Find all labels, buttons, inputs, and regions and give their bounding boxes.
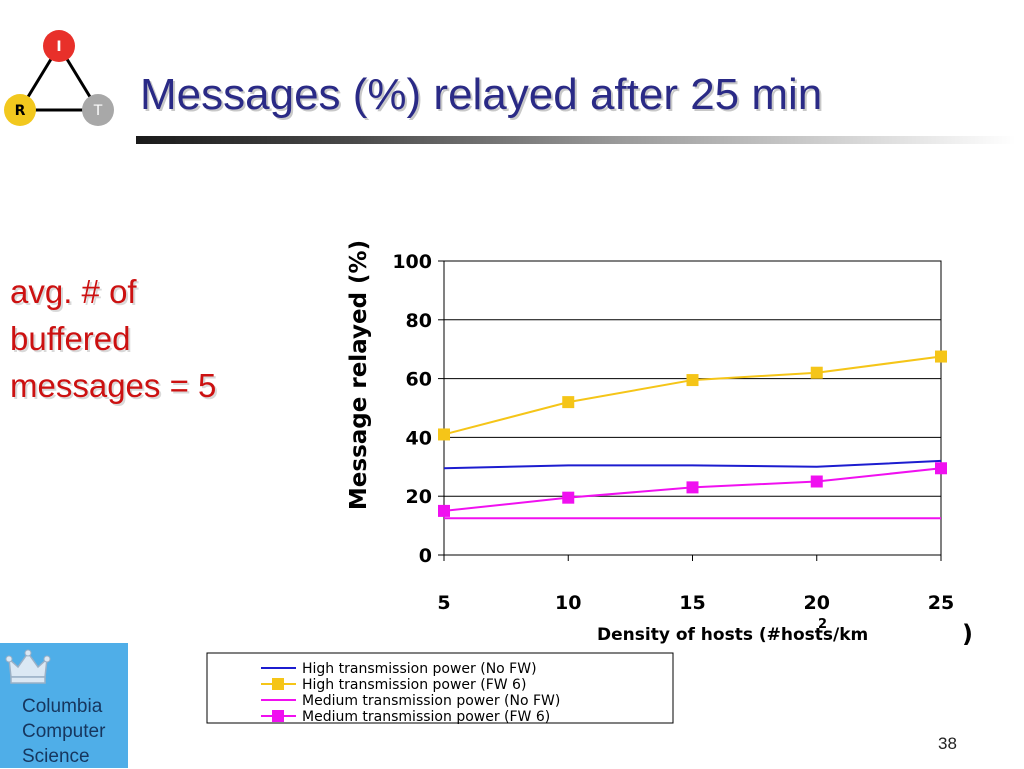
side-note-line: avg. # of bbox=[10, 273, 137, 310]
title-rule bbox=[136, 136, 1016, 144]
chart-axes: 0 20 40 60 80 100 5 10 15 20 25 bbox=[392, 251, 954, 614]
logo-node-i-label: I bbox=[56, 39, 61, 55]
slide-number: 38 bbox=[938, 734, 957, 753]
data-point bbox=[810, 475, 823, 488]
data-point bbox=[935, 462, 947, 475]
y-axis-title: Message relayed (%) bbox=[346, 240, 372, 510]
x-axis-title: Density of hosts (#hosts/km bbox=[597, 625, 868, 645]
side-note-line: messages = 5 bbox=[10, 367, 217, 404]
x-axis-title-suffix: ) bbox=[962, 620, 973, 648]
y-tick-label: 60 bbox=[406, 369, 432, 391]
data-point bbox=[935, 350, 947, 363]
x-tick-label: 15 bbox=[679, 592, 705, 614]
columbia-logo: Columbia Computer Science bbox=[0, 643, 128, 768]
side-note-line: buffered bbox=[10, 320, 131, 357]
series-line-1 bbox=[443, 355, 942, 436]
y-tick-label: 80 bbox=[406, 310, 432, 332]
legend-label: High transmission power (FW 6) bbox=[302, 677, 526, 693]
slide-title: Messages (%) relayed after 25 min bbox=[140, 70, 823, 119]
series-line-0 bbox=[443, 459, 942, 470]
chart-legend: High transmission power (No FW)High tran… bbox=[261, 661, 560, 725]
institution-line: Columbia bbox=[22, 696, 103, 717]
data-point bbox=[438, 504, 450, 517]
legend-box bbox=[206, 652, 674, 724]
logo-node-t bbox=[82, 94, 114, 126]
data-point bbox=[562, 396, 575, 409]
x-tick-label: 20 bbox=[804, 592, 830, 614]
chart-gridlines bbox=[444, 260, 941, 556]
chart-series bbox=[438, 350, 947, 520]
logo-node-r bbox=[4, 94, 36, 126]
x-tick-label: 10 bbox=[555, 592, 581, 614]
legend-swatch-marker bbox=[272, 678, 284, 690]
y-tick-label: 0 bbox=[419, 545, 432, 567]
logo-node-i bbox=[43, 30, 75, 62]
data-point bbox=[810, 366, 823, 379]
legend-label: High transmission power (No FW) bbox=[302, 661, 537, 677]
logo-node-r-label: R bbox=[15, 103, 26, 119]
logo-node-t-label: T bbox=[93, 103, 103, 119]
side-note: avg. # of buffered messages = 5 bbox=[10, 268, 216, 409]
institution-line: Computer bbox=[22, 721, 106, 742]
irt-triangle-logo: I R T bbox=[4, 30, 114, 126]
data-point bbox=[686, 374, 699, 387]
data-point bbox=[562, 491, 575, 504]
legend-swatch-marker bbox=[272, 710, 284, 722]
data-point bbox=[438, 428, 450, 441]
plot-area-frame bbox=[443, 260, 942, 556]
y-tick-label: 20 bbox=[406, 486, 432, 508]
y-tick-label: 100 bbox=[392, 251, 432, 273]
x-axis-title-superscript: 2 bbox=[818, 617, 827, 632]
legend-label: Medium transmission power (FW 6) bbox=[302, 709, 550, 725]
legend-label: Medium transmission power (No FW) bbox=[302, 693, 560, 709]
institution-name: Columbia Computer Science bbox=[22, 694, 105, 769]
crown-icon bbox=[5, 649, 51, 684]
y-tick-label: 40 bbox=[406, 427, 432, 449]
institution-line: Science bbox=[22, 746, 90, 767]
data-point bbox=[686, 481, 699, 494]
x-tick-label: 25 bbox=[928, 592, 954, 614]
x-tick-label: 5 bbox=[437, 592, 450, 614]
